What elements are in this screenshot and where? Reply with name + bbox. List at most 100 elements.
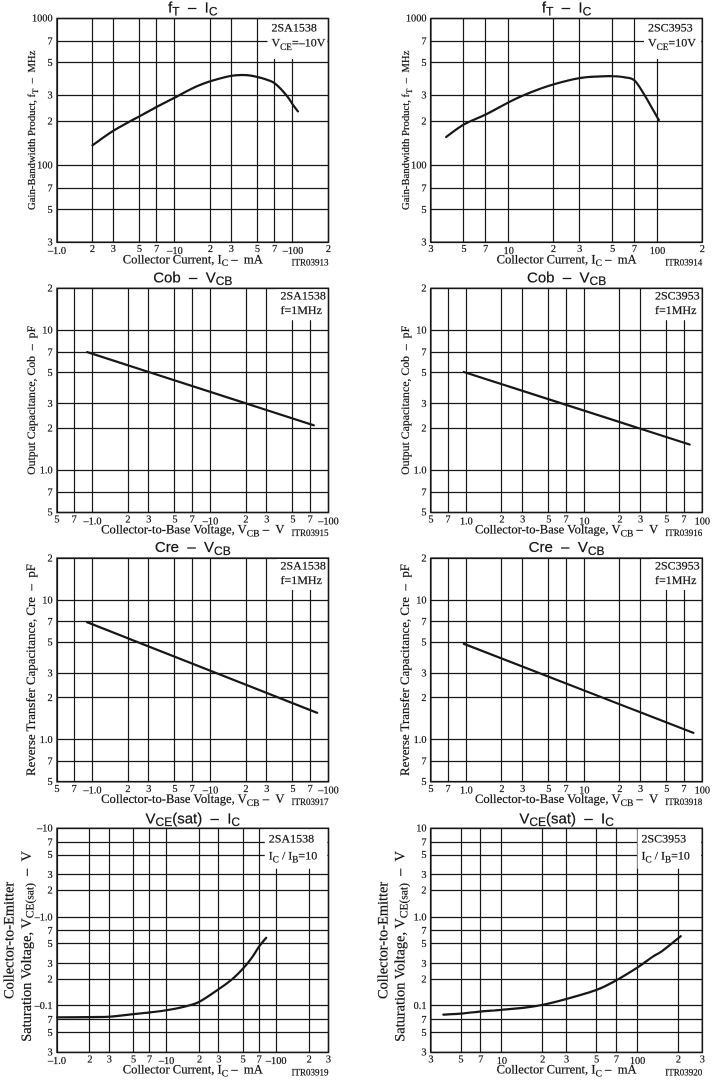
- svg-text:ITR03915: ITR03915: [292, 528, 329, 538]
- svg-text:ITR03917: ITR03917: [292, 797, 329, 807]
- svg-text:–100: –100: [317, 786, 339, 797]
- svg-text:100: 100: [695, 786, 710, 797]
- svg-text:5: 5: [458, 1054, 463, 1065]
- svg-text:–10: –10: [166, 246, 182, 257]
- svg-text:7: 7: [421, 926, 426, 937]
- svg-text:7: 7: [446, 784, 451, 795]
- svg-text:7: 7: [614, 1054, 619, 1065]
- svg-text:7: 7: [47, 37, 52, 48]
- svg-text:2: 2: [47, 553, 52, 564]
- svg-text:–1.0: –1.0: [82, 516, 101, 527]
- svg-text:3: 3: [421, 1048, 426, 1059]
- svg-text:5: 5: [47, 939, 52, 950]
- svg-text:2: 2: [47, 423, 52, 434]
- svg-text:2: 2: [421, 423, 426, 434]
- svg-text:5: 5: [461, 244, 466, 255]
- svg-text:7: 7: [147, 1054, 152, 1065]
- svg-text:1.0: 1.0: [460, 516, 473, 527]
- svg-text:100: 100: [411, 161, 426, 172]
- svg-text:fT – IC: fT – IC: [542, 0, 592, 18]
- svg-text:IC / IB=10: IC / IB=10: [269, 848, 317, 864]
- svg-text:3: 3: [264, 515, 269, 526]
- svg-text:2: 2: [47, 284, 52, 295]
- svg-text:3: 3: [47, 870, 52, 881]
- svg-text:1000: 1000: [32, 14, 53, 25]
- svg-text:3: 3: [421, 91, 426, 102]
- svg-text:7: 7: [47, 347, 52, 358]
- svg-text:2: 2: [243, 515, 248, 526]
- svg-text:3: 3: [428, 244, 433, 255]
- svg-text:2SC3953: 2SC3953: [648, 20, 693, 34]
- svg-text:10: 10: [416, 824, 426, 835]
- svg-text:5: 5: [47, 205, 52, 216]
- svg-text:3: 3: [421, 399, 426, 410]
- svg-text:5: 5: [172, 515, 177, 526]
- svg-text:2: 2: [421, 553, 426, 564]
- svg-text:10: 10: [42, 595, 52, 606]
- svg-text:IC / IB=10: IC / IB=10: [642, 848, 690, 864]
- svg-text:3: 3: [520, 784, 525, 795]
- svg-text:2: 2: [326, 244, 331, 255]
- svg-text:ITR03916: ITR03916: [665, 528, 702, 538]
- svg-text:Collector-to-Base Voltage, VCB: Collector-to-Base Voltage, VCB – V: [101, 523, 284, 540]
- svg-text:5: 5: [47, 637, 52, 648]
- svg-text:5: 5: [47, 508, 52, 519]
- svg-text:Collector Current, IC – mA: Collector Current, IC – mA: [497, 1063, 637, 1080]
- svg-text:7: 7: [483, 244, 488, 255]
- svg-text:1.0: 1.0: [460, 786, 473, 797]
- svg-text:7: 7: [47, 926, 52, 937]
- svg-text:Collector Current, IC – mA: Collector Current, IC – mA: [123, 1063, 263, 1080]
- svg-text:–10: –10: [202, 516, 218, 527]
- svg-text:5: 5: [421, 637, 426, 648]
- svg-text:2SC3953: 2SC3953: [642, 831, 687, 845]
- svg-text:7: 7: [421, 617, 426, 628]
- svg-text:5: 5: [428, 515, 433, 526]
- svg-text:Collector-to-Base Voltage, VCB: Collector-to-Base Voltage, VCB – V: [475, 792, 658, 809]
- svg-text:5: 5: [664, 515, 669, 526]
- svg-text:3: 3: [47, 959, 52, 970]
- svg-text:2: 2: [125, 784, 130, 795]
- svg-text:10: 10: [416, 326, 426, 337]
- svg-text:7: 7: [681, 784, 686, 795]
- svg-text:5: 5: [664, 784, 669, 795]
- svg-text:2: 2: [208, 244, 213, 255]
- svg-text:3: 3: [564, 1054, 569, 1065]
- svg-text:7: 7: [72, 515, 77, 526]
- svg-text:1.0: 1.0: [414, 466, 427, 477]
- svg-text:7: 7: [154, 244, 159, 255]
- svg-text:7: 7: [421, 487, 426, 498]
- svg-text:3: 3: [577, 244, 582, 255]
- svg-text:Cob – VCB: Cob – VCB: [527, 269, 606, 288]
- svg-text:3: 3: [111, 244, 116, 255]
- svg-text:Reverse Transfer Capacitance,: Reverse Transfer Capacitance, Cre – pF: [24, 564, 38, 776]
- svg-text:5: 5: [172, 784, 177, 795]
- svg-text:5: 5: [290, 784, 295, 795]
- svg-text:100: 100: [37, 161, 52, 172]
- svg-text:7: 7: [421, 837, 426, 848]
- svg-text:2: 2: [617, 515, 622, 526]
- svg-text:7: 7: [47, 837, 52, 848]
- svg-text:2: 2: [125, 515, 130, 526]
- svg-text:3: 3: [216, 1054, 221, 1065]
- svg-text:7: 7: [421, 1015, 426, 1026]
- svg-text:ITR03918: ITR03918: [665, 797, 702, 807]
- svg-text:Collector-to-Emitter: Collector-to-Emitter: [375, 882, 391, 999]
- svg-text:5: 5: [546, 515, 551, 526]
- svg-text:7: 7: [47, 487, 52, 498]
- svg-text:1.0: 1.0: [40, 735, 53, 746]
- svg-text:5: 5: [421, 777, 426, 788]
- svg-text:Saturation Voltage, VCE(sat): Saturation Voltage, VCE(sat) – V: [19, 850, 37, 1041]
- svg-text:VCE=10V: VCE=10V: [648, 36, 696, 52]
- svg-text:Cre – VCB: Cre – VCB: [155, 539, 231, 558]
- svg-text:7: 7: [257, 1054, 262, 1065]
- svg-text:3: 3: [146, 784, 151, 795]
- svg-text:5: 5: [47, 58, 52, 69]
- svg-text:Collector-to-Emitter: Collector-to-Emitter: [1, 882, 17, 999]
- svg-text:2: 2: [540, 1054, 545, 1065]
- svg-text:5: 5: [421, 1028, 426, 1039]
- svg-text:5: 5: [594, 1054, 599, 1065]
- svg-text:3: 3: [146, 515, 151, 526]
- svg-text:3: 3: [47, 237, 52, 248]
- svg-text:10: 10: [579, 786, 589, 797]
- svg-text:Collector-to-Base Voltage, VCB: Collector-to-Base Voltage, VCB – V: [475, 523, 658, 540]
